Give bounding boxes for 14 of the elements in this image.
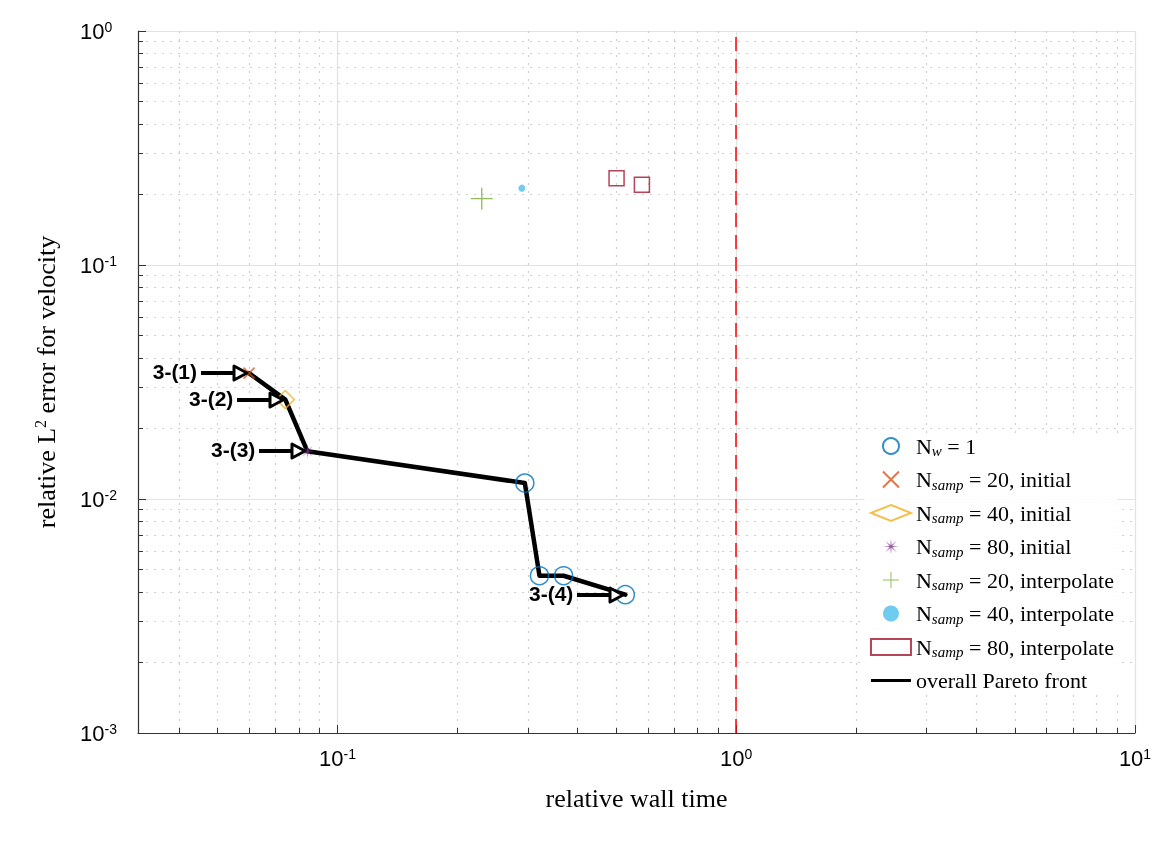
legend-label: Nsamp = 40, interpolate xyxy=(915,601,1115,627)
annotation: 3-(4) xyxy=(528,580,574,607)
legend-label: Nw = 1 xyxy=(915,433,977,459)
legend-label: Nsamp = 40, initial xyxy=(915,500,1072,526)
legend-label: Nsamp = 20, initial xyxy=(915,467,1072,493)
legend-label: Nsamp = 80, initial xyxy=(915,534,1072,560)
x-axis-title: relative wall time xyxy=(545,783,728,813)
legend-label: Nsamp = 80, interpolate xyxy=(915,634,1115,660)
annotation: 3-(1) xyxy=(152,359,198,386)
legend-label: Nsamp = 20, interpolate xyxy=(915,567,1115,593)
legend-label: overall Pareto front xyxy=(915,668,1088,693)
y-axis-title: relative L2 error for velocity xyxy=(31,235,61,529)
annotation: 3-(3) xyxy=(210,437,256,464)
annotation: 3-(2) xyxy=(189,385,234,412)
